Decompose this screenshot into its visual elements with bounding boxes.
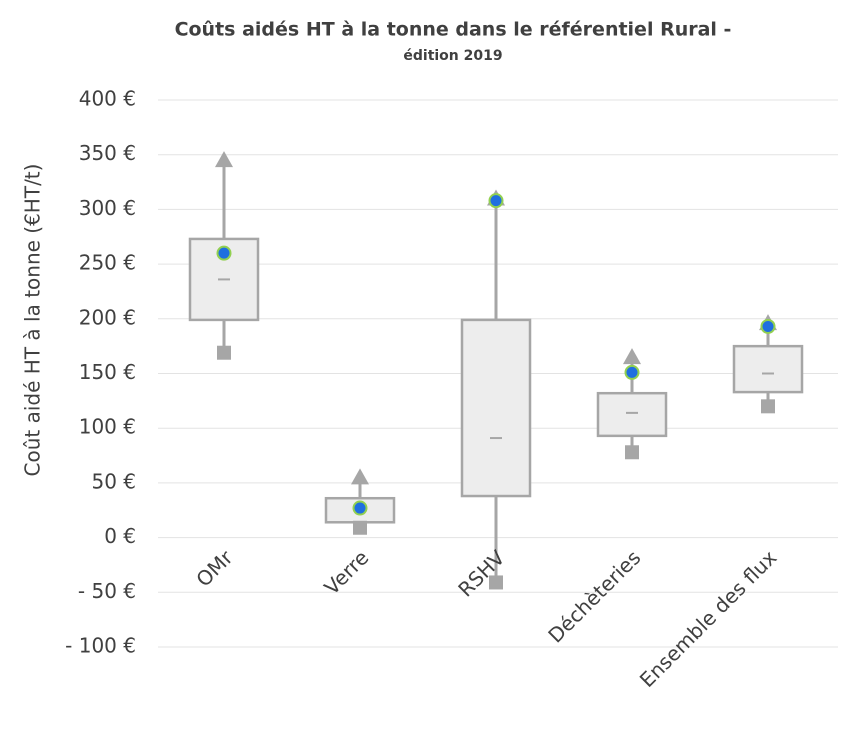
y-tick-label: 50 € (91, 469, 136, 493)
y-tick-label: 400 € (79, 87, 136, 111)
mean-marker (488, 193, 504, 209)
mean-marker (624, 364, 640, 380)
max-marker (215, 151, 233, 168)
y-tick-label: 300 € (79, 196, 136, 220)
y-tick-label: - 100 € (65, 634, 136, 658)
box (596, 391, 668, 438)
max-marker (351, 468, 369, 485)
x-tick-label: Verre (319, 545, 373, 599)
min-marker (353, 520, 367, 535)
x-tick-label: RSHV (453, 545, 509, 601)
y-tick-label: 150 € (79, 360, 136, 384)
mean-marker (216, 245, 232, 261)
y-tick-label: 250 € (79, 251, 136, 275)
x-tick-label: OMr (191, 545, 238, 592)
x-tick-label: Ensemble des flux (635, 545, 782, 692)
chart-title: Coûts aidés HT à la tonne dans le référe… (175, 19, 732, 41)
y-axis-title: Coût aidé HT à la tonne (€HT/t) (21, 164, 45, 477)
y-tick-label: 0 € (104, 524, 136, 548)
max-marker (623, 348, 641, 365)
y-tick-label: - 50 € (78, 579, 136, 603)
min-marker (217, 345, 231, 360)
mean-marker (352, 500, 368, 516)
y-tick-label: 200 € (79, 305, 136, 329)
min-marker (489, 575, 503, 590)
chart-subtitle: édition 2019 (403, 48, 502, 64)
box (460, 318, 532, 498)
y-tick-label: 350 € (79, 141, 136, 165)
mean-marker (760, 318, 776, 334)
box (732, 344, 804, 394)
min-marker (761, 399, 775, 414)
x-tick-label: Déchèteries (543, 545, 645, 647)
y-tick-label: 100 € (79, 415, 136, 439)
min-marker (625, 445, 639, 460)
